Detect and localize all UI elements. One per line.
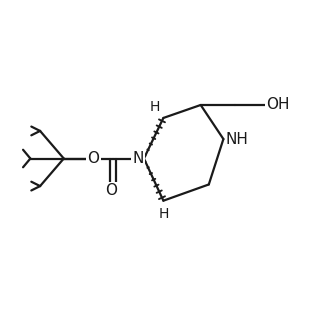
Text: O: O bbox=[88, 151, 100, 166]
Text: O: O bbox=[106, 183, 117, 198]
Text: H: H bbox=[158, 207, 169, 221]
Text: NH: NH bbox=[226, 132, 249, 147]
Text: H: H bbox=[150, 100, 160, 114]
Text: N: N bbox=[133, 151, 144, 166]
Text: OH: OH bbox=[267, 97, 290, 113]
